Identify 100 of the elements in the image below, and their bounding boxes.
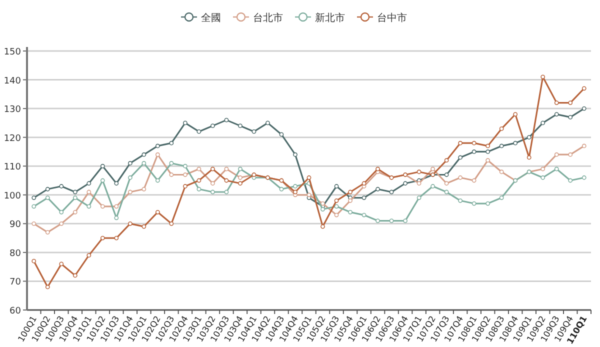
point xyxy=(210,124,215,128)
point xyxy=(238,124,242,128)
point xyxy=(334,198,339,203)
point xyxy=(499,196,504,200)
point xyxy=(376,186,380,192)
point xyxy=(320,224,325,229)
point xyxy=(389,190,394,194)
point xyxy=(169,221,174,226)
point xyxy=(155,152,160,157)
point xyxy=(416,181,422,186)
point xyxy=(155,144,160,148)
point xyxy=(554,100,559,105)
point xyxy=(554,166,559,172)
point xyxy=(334,204,339,209)
y-tick-label: 150 xyxy=(4,48,22,58)
point xyxy=(196,186,202,192)
point xyxy=(486,158,490,163)
point xyxy=(362,196,366,200)
point xyxy=(169,161,174,166)
point xyxy=(182,172,188,177)
point xyxy=(582,175,586,180)
point xyxy=(224,190,229,194)
point xyxy=(403,181,408,186)
point xyxy=(458,198,463,203)
point xyxy=(169,172,174,177)
legend-label: 全國 xyxy=(201,12,221,24)
point xyxy=(293,152,298,157)
point xyxy=(142,152,146,157)
point xyxy=(293,184,298,188)
point xyxy=(128,190,132,194)
y-tick-label: 70 xyxy=(10,278,22,288)
point xyxy=(128,175,132,180)
point xyxy=(376,166,380,172)
point xyxy=(252,129,256,134)
point xyxy=(403,218,408,223)
point xyxy=(196,166,202,172)
point xyxy=(362,212,366,218)
point xyxy=(540,175,546,180)
y-tick-label: 90 xyxy=(10,220,22,230)
point xyxy=(499,144,504,148)
point xyxy=(582,86,586,91)
point xyxy=(526,155,532,160)
point xyxy=(348,190,352,194)
point xyxy=(486,150,490,154)
point xyxy=(540,120,546,126)
point xyxy=(72,196,78,200)
point xyxy=(45,196,50,200)
point xyxy=(568,114,573,120)
point xyxy=(238,181,242,186)
y-tick-label: 110 xyxy=(4,162,22,173)
point xyxy=(238,166,242,172)
point xyxy=(279,132,284,137)
point xyxy=(582,144,586,148)
point xyxy=(100,204,105,209)
y-tick-label: 140 xyxy=(4,76,22,86)
point xyxy=(114,216,119,220)
point xyxy=(196,178,202,183)
point xyxy=(306,192,312,198)
point xyxy=(513,112,518,117)
point xyxy=(210,181,215,186)
point xyxy=(348,198,352,203)
point xyxy=(59,262,64,266)
point xyxy=(266,120,270,126)
point xyxy=(142,224,146,229)
y-tick-label: 100 xyxy=(4,191,22,202)
point xyxy=(182,120,188,126)
point xyxy=(568,100,573,105)
point xyxy=(430,166,436,172)
point xyxy=(306,175,312,180)
legend-label: 台北市 xyxy=(253,12,283,24)
point xyxy=(114,236,119,240)
point xyxy=(499,170,504,174)
point xyxy=(114,204,119,209)
point xyxy=(472,178,476,183)
point xyxy=(114,181,119,186)
point xyxy=(540,166,546,172)
point xyxy=(568,178,573,183)
point xyxy=(513,140,518,146)
point xyxy=(458,175,463,180)
point xyxy=(499,126,504,131)
point xyxy=(142,161,146,166)
point xyxy=(210,190,215,194)
point xyxy=(59,184,64,188)
point xyxy=(86,181,92,186)
point xyxy=(86,253,92,258)
point xyxy=(86,190,92,194)
point xyxy=(182,164,188,168)
point xyxy=(444,172,449,177)
point xyxy=(100,236,105,240)
point xyxy=(59,221,64,226)
point xyxy=(376,218,380,223)
point xyxy=(32,196,36,200)
point xyxy=(32,221,36,226)
point xyxy=(416,170,422,174)
point xyxy=(45,186,50,192)
point xyxy=(472,140,476,146)
point xyxy=(59,210,64,214)
point xyxy=(472,201,476,206)
point xyxy=(568,152,573,157)
point xyxy=(444,158,449,163)
